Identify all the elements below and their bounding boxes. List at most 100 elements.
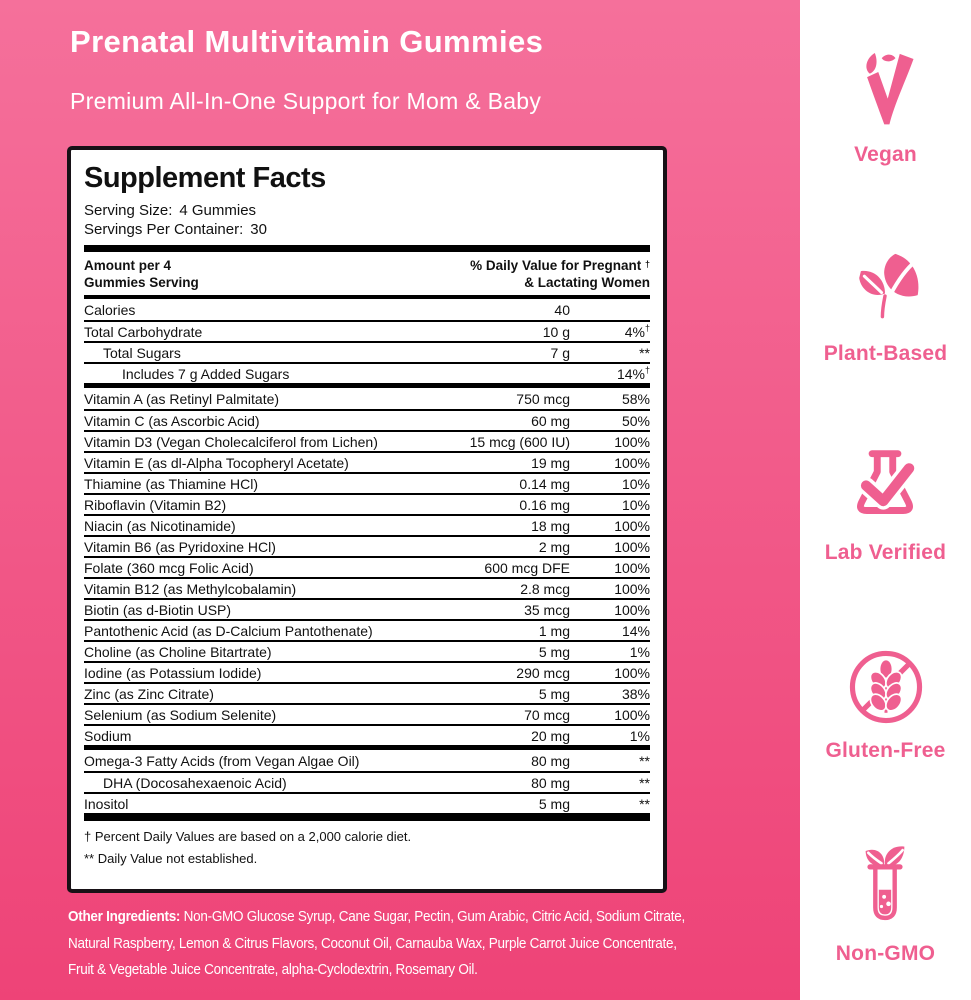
other-ingredients-line2: Natural Raspberry, Lemon & Citrus Flavor… bbox=[68, 934, 677, 952]
nutrient-name: Iodine (as Potassium Iodide) bbox=[84, 664, 262, 681]
servings-per-container-line: Servings Per Container: 30 bbox=[84, 220, 650, 239]
table-row: Vitamin E (as dl-Alpha Tocopheryl Acetat… bbox=[84, 451, 650, 472]
badge-non-gmo: Non-GMO bbox=[836, 843, 935, 966]
nutrient-daily-value: ** bbox=[639, 752, 650, 769]
table-row: Iodine (as Potassium Iodide) 290 mcg 100% bbox=[84, 661, 650, 682]
serving-size-value: 4 Gummies bbox=[179, 202, 257, 219]
table-row: Total Carbohydrate 10 g 4%† bbox=[84, 320, 650, 341]
table-row: Total Sugars 7 g ** bbox=[84, 341, 650, 362]
facts-rows: Calories 40 Total Carbohydrate 10 g 4%† Total… bbox=[84, 299, 650, 821]
nutrient-name: Vitamin B6 (as Pyridoxine HCl) bbox=[84, 538, 276, 555]
nutrient-name: Total Carbohydrate bbox=[84, 323, 203, 340]
nutrient-daily-value: 4%† bbox=[624, 322, 650, 340]
nutrient-name: Riboflavin (Vitamin B2) bbox=[84, 496, 227, 513]
nutrient-name: Pantothenic Acid (as D-Calcium Pantothen… bbox=[84, 622, 373, 639]
nutrient-daily-value: 1% bbox=[629, 727, 650, 744]
badge-label: Lab Verified bbox=[824, 540, 947, 564]
table-row: Includes 7 g Added Sugars 14%† bbox=[84, 362, 650, 383]
nutrient-name: DHA (Docosahexaenoic Acid) bbox=[103, 774, 287, 791]
col-header-left-line2: Gummies Serving bbox=[84, 275, 199, 290]
nutrient-amount: 80 mg bbox=[531, 752, 570, 769]
nutrient-amount: 5 mg bbox=[538, 685, 570, 702]
supplement-facts-panel: Supplement Facts Serving Size: 4 Gummies … bbox=[67, 146, 667, 893]
table-row: Pantothenic Acid (as D-Calcium Pantothen… bbox=[84, 619, 650, 640]
table-row: Inositol 5 mg ** bbox=[84, 792, 650, 813]
nutrient-amount: 1 mg bbox=[538, 622, 570, 639]
serving-size-label: Serving Size: bbox=[84, 202, 173, 219]
table-row: Riboflavin (Vitamin B2) 0.16 mg 10% bbox=[84, 493, 650, 514]
other-ingredients-text1: Non-GMO Glucose Syrup, Cane Sugar, Pecti… bbox=[180, 908, 686, 925]
badge-label: Plant-Based bbox=[823, 341, 948, 365]
nutrient-amount: 7 g bbox=[550, 344, 570, 361]
badge-vegan: Vegan bbox=[843, 46, 929, 167]
col-header-right-line1: % Daily Value for Pregnant † bbox=[470, 258, 650, 273]
nutrient-amount: 750 mcg bbox=[516, 390, 570, 407]
test-tube-leaf-icon bbox=[866, 846, 905, 921]
nutrient-name: Biotin (as d-Biotin USP) bbox=[84, 601, 232, 618]
nutrient-name: Calories bbox=[84, 301, 136, 318]
nutrient-name: Vitamin B12 (as Methylcobalamin) bbox=[84, 580, 297, 597]
nutrient-daily-value: 14%† bbox=[616, 364, 650, 382]
page-subtitle: Premium All-In-One Support for Mom & Bab… bbox=[70, 88, 542, 114]
flask-check-icon bbox=[857, 449, 919, 514]
nutrient-name: Choline (as Choline Bitartrate) bbox=[84, 643, 272, 660]
nutrient-name: Vitamin E (as dl-Alpha Tocopheryl Acetat… bbox=[84, 454, 349, 471]
nutrient-amount: 19 mg bbox=[531, 454, 570, 471]
nutrient-name: Omega-3 Fatty Acids (from Vegan Algae Oi… bbox=[84, 752, 360, 769]
nutrient-daily-value: 1% bbox=[629, 643, 650, 660]
nutrient-amount: 5 mg bbox=[538, 795, 570, 812]
nutrient-amount: 20 mg bbox=[531, 727, 570, 744]
table-row: Vitamin C (as Ascorbic Acid) 60 mg 50% bbox=[84, 409, 650, 430]
table-row: Thiamine (as Thiamine HCl) 0.14 mg 10% bbox=[84, 472, 650, 493]
divider-bar bbox=[84, 745, 650, 750]
table-row: DHA (Docosahexaenoic Acid) 80 mg ** bbox=[84, 771, 650, 792]
nutrient-daily-value: 10% bbox=[621, 475, 650, 492]
table-row: Vitamin B6 (as Pyridoxine HCl) 2 mg 100% bbox=[84, 535, 650, 556]
nutrient-daily-value: 100% bbox=[614, 559, 650, 576]
other-ingredients-line1: Other Ingredients: Non-GMO Glucose Syrup… bbox=[68, 904, 734, 931]
divider-bar bbox=[84, 383, 650, 388]
col-header-left-line1: Amount per 4 bbox=[84, 258, 172, 273]
nutrient-daily-value: 100% bbox=[614, 706, 650, 723]
badge-plant-based: Plant-Based bbox=[824, 247, 948, 366]
divider-bar bbox=[84, 245, 650, 252]
nutrient-amount: 15 mcg (600 IU) bbox=[469, 433, 570, 450]
nutrient-amount: 2 mg bbox=[538, 538, 570, 555]
nutrient-daily-value: 50% bbox=[621, 412, 650, 429]
col-header-left: Amount per 4 Gummies Serving bbox=[84, 257, 199, 291]
nutrient-daily-value: 100% bbox=[614, 580, 650, 597]
nutrient-amount: 70 mcg bbox=[524, 706, 570, 723]
servings-per-container-label: Servings Per Container: bbox=[84, 221, 244, 238]
table-row: Choline (as Choline Bitartrate) 5 mg 1% bbox=[84, 640, 650, 661]
nutrient-daily-value: 100% bbox=[614, 454, 650, 471]
nutrient-amount: 2.8 mcg bbox=[520, 580, 570, 597]
nutrient-name: Includes 7 g Added Sugars bbox=[122, 365, 290, 382]
nutrient-daily-value: ** bbox=[639, 344, 650, 361]
nutrient-daily-value: 10% bbox=[621, 496, 650, 513]
table-row: Niacin (as Nicotinamide) 18 mg 100% bbox=[84, 514, 650, 535]
column-header-row: Amount per 4 Gummies Serving % Daily Val… bbox=[84, 252, 650, 295]
nutrient-name: Inositol bbox=[84, 795, 129, 812]
nutrient-name: Vitamin C (as Ascorbic Acid) bbox=[84, 412, 260, 429]
supplement-facts-title: Supplement Facts bbox=[84, 162, 326, 194]
table-row: Biotin (as d-Biotin USP) 35 mcg 100% bbox=[84, 598, 650, 619]
table-row: Vitamin A (as Retinyl Palmitate) 750 mcg 5… bbox=[84, 388, 650, 409]
vegan-v-leaf-icon bbox=[865, 53, 914, 125]
nutrient-daily-value: 100% bbox=[614, 433, 650, 450]
nutrient-name: Selenium (as Sodium Selenite) bbox=[84, 706, 277, 723]
other-ingredients-line3: Fruit & Vegetable Juice Concentrate, alp… bbox=[68, 961, 478, 978]
nutrient-amount: 0.16 mg bbox=[519, 496, 570, 513]
table-row: Omega-3 Fatty Acids (from Vegan Algae Oi… bbox=[84, 750, 650, 771]
nutrient-name: Vitamin D3 (Vegan Cholecalciferol from L… bbox=[84, 433, 378, 450]
col-header-right-line2: & Lactating Women bbox=[524, 275, 650, 290]
nutrient-name: Thiamine (as Thiamine HCl) bbox=[84, 475, 259, 492]
table-row: Vitamin B12 (as Methylcobalamin) 2.8 mcg 1… bbox=[84, 577, 650, 598]
table-row: Zinc (as Zinc Citrate) 5 mg 38% bbox=[84, 682, 650, 703]
badge-gluten-free: Gluten-Free bbox=[825, 644, 945, 763]
divider-bar bbox=[84, 295, 650, 299]
nutrient-name: Zinc (as Zinc Citrate) bbox=[84, 685, 214, 702]
nutrient-name: Folate (360 mcg Folic Acid) bbox=[84, 559, 254, 576]
nutrient-amount: 5 mg bbox=[538, 643, 570, 660]
nutrient-amount: 35 mcg bbox=[524, 601, 570, 618]
